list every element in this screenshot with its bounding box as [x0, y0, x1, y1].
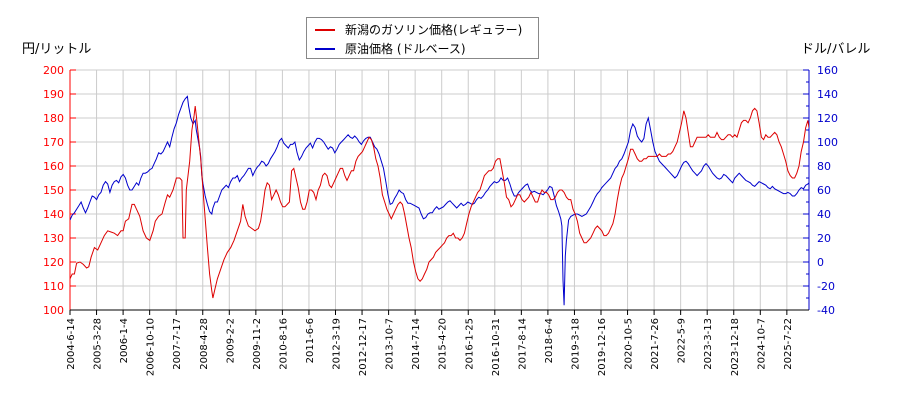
- svg-text:100: 100: [817, 136, 838, 149]
- svg-text:200: 200: [43, 64, 64, 77]
- legend-swatch-red: [315, 28, 335, 31]
- svg-text:40: 40: [817, 208, 831, 221]
- svg-text:2020-10-5: 2020-10-5: [624, 318, 635, 370]
- svg-text:-20: -20: [817, 280, 835, 293]
- svg-text:2025-7-22: 2025-7-22: [783, 318, 794, 370]
- svg-text:2005-3-28: 2005-3-28: [93, 318, 104, 370]
- svg-text:140: 140: [43, 208, 64, 221]
- svg-text:2011-6-6: 2011-6-6: [305, 318, 316, 363]
- svg-text:120: 120: [817, 112, 838, 125]
- svg-text:2016-1-25: 2016-1-25: [464, 318, 475, 370]
- grid-lines: [70, 69, 809, 311]
- svg-text:100: 100: [43, 304, 64, 317]
- svg-text:2021-7-26: 2021-7-26: [650, 318, 661, 370]
- svg-text:160: 160: [43, 160, 64, 173]
- svg-text:2024-10-7: 2024-10-7: [756, 318, 767, 370]
- legend-item-gasoline: 新潟のガソリン価格(レギュラー): [315, 21, 522, 38]
- legend-swatch-blue: [315, 47, 335, 50]
- svg-text:2017-8-14: 2017-8-14: [517, 318, 528, 370]
- svg-text:120: 120: [43, 256, 64, 269]
- svg-text:0: 0: [817, 256, 824, 269]
- svg-text:2010-8-16: 2010-8-16: [278, 318, 289, 370]
- chart-legend: 新潟のガソリン価格(レギュラー) 原油価格 (ドルベース): [306, 17, 539, 59]
- gasoline-price-line: [70, 105, 809, 299]
- svg-text:190: 190: [43, 88, 64, 101]
- svg-text:170: 170: [43, 136, 64, 149]
- svg-text:2023-3-13: 2023-3-13: [703, 318, 714, 370]
- x-axis: 2004-6-14 2005-3-28 2006-1-4 2006-10-10 2007…: [66, 309, 809, 376]
- svg-text:2016-10-31: 2016-10-31: [491, 318, 502, 376]
- svg-text:2013-10-7: 2013-10-7: [385, 318, 396, 370]
- svg-text:20: 20: [817, 232, 831, 245]
- svg-text:-40: -40: [817, 304, 835, 317]
- svg-text:2009-2-2: 2009-2-2: [225, 318, 236, 363]
- svg-text:2022-5-9: 2022-5-9: [677, 318, 688, 363]
- right-y-axis: -40 -20 0 20 40 60 80 100 120 140 160: [803, 64, 838, 317]
- svg-text:130: 130: [43, 232, 64, 245]
- right-axis-title: ドル/バレル: [801, 42, 871, 57]
- svg-text:2014-7-14: 2014-7-14: [411, 318, 422, 370]
- svg-text:2012-3-19: 2012-3-19: [332, 318, 343, 370]
- svg-text:2012-12-17: 2012-12-17: [358, 318, 369, 376]
- svg-text:2023-12-18: 2023-12-18: [730, 318, 741, 376]
- svg-text:2008-4-28: 2008-4-28: [199, 318, 210, 370]
- svg-text:2019-12-16: 2019-12-16: [597, 318, 608, 376]
- svg-text:2009-11-2: 2009-11-2: [252, 318, 263, 370]
- svg-text:2006-10-10: 2006-10-10: [146, 318, 157, 376]
- svg-text:80: 80: [817, 160, 831, 173]
- svg-text:2019-3-18: 2019-3-18: [570, 318, 581, 370]
- legend-label-crude: 原油価格 (ドルベース): [345, 42, 466, 56]
- svg-text:2006-1-4: 2006-1-4: [119, 318, 130, 363]
- left-axis-title: 円/リットル: [22, 42, 92, 57]
- svg-text:2015-4-20: 2015-4-20: [438, 318, 449, 370]
- legend-label-gasoline: 新潟のガソリン価格(レギュラー): [345, 23, 523, 37]
- svg-text:2018-6-4: 2018-6-4: [544, 318, 555, 363]
- svg-text:60: 60: [817, 184, 831, 197]
- svg-text:2007-7-17: 2007-7-17: [172, 318, 183, 370]
- legend-item-crude: 原油価格 (ドルベース): [315, 40, 466, 57]
- svg-text:150: 150: [43, 184, 64, 197]
- svg-text:110: 110: [43, 280, 64, 293]
- left-y-axis: 100 110 120 130 140 150 160 170 180 190 200: [43, 64, 76, 317]
- series-lines: [70, 95, 809, 306]
- svg-text:2004-6-14: 2004-6-14: [66, 318, 77, 370]
- svg-text:140: 140: [817, 88, 838, 101]
- svg-text:160: 160: [817, 64, 838, 77]
- crude-oil-price-line: [70, 95, 809, 306]
- svg-text:180: 180: [43, 112, 64, 125]
